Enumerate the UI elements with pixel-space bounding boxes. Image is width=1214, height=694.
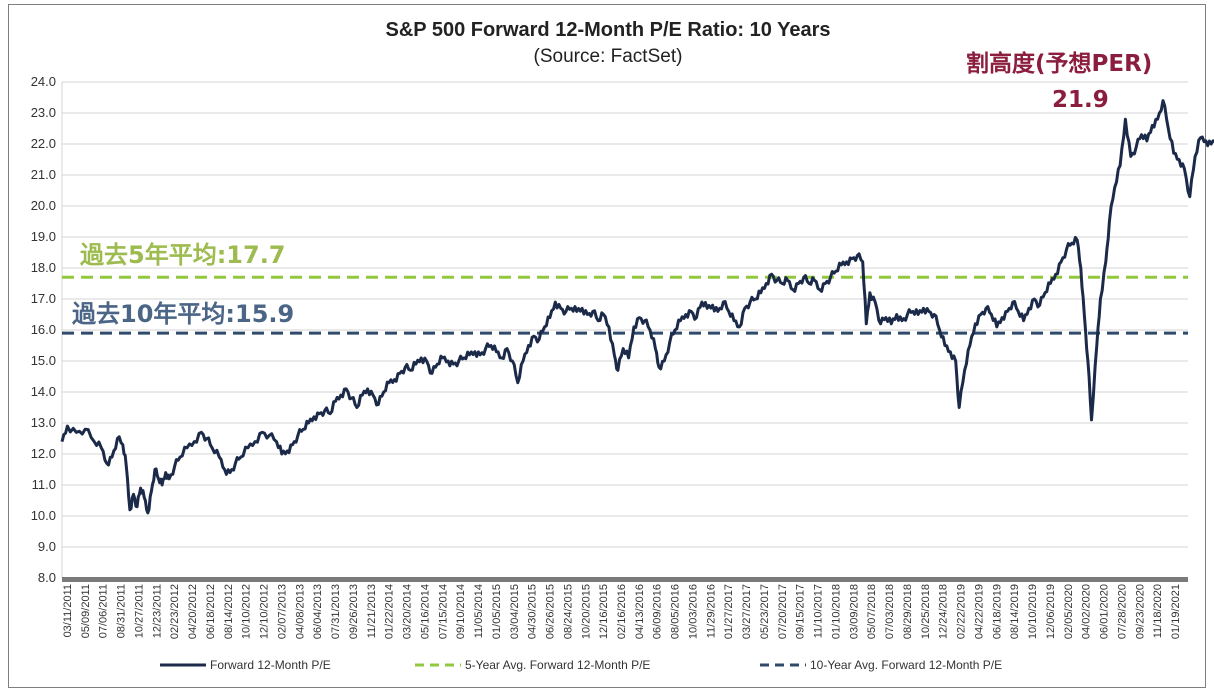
x-tick-label: 07/20/2017 <box>777 584 789 639</box>
x-tick-label: 11/18/2020 <box>1152 584 1164 638</box>
x-tick-label: 07/03/2018 <box>884 584 896 639</box>
x-tick-label: 03/27/2017 <box>741 584 753 639</box>
x-axis-ticks: 03/11/2011 05/09/2011 07/06/2011 08/31/2011… <box>62 584 1182 639</box>
y-tick-label: 21.0 <box>31 167 56 182</box>
x-tick-label: 07/06/2011 <box>98 584 110 638</box>
x-tick-label: 05/16/2014 <box>419 584 431 639</box>
y-tick-label: 18.0 <box>31 260 56 275</box>
x-tick-label: 02/05/2020 <box>1063 584 1075 639</box>
x-tick-label: 06/09/2016 <box>652 584 664 639</box>
y-tick-label: 20.0 <box>31 198 56 213</box>
x-tick-label: 04/22/2019 <box>973 584 985 639</box>
x-tick-label: 12/24/2018 <box>938 584 950 639</box>
x-tick-label: 09/15/2017 <box>795 584 807 639</box>
y-tick-label: 13.0 <box>31 415 56 430</box>
x-axis-line <box>62 577 1188 582</box>
y-tick-label: 24.0 <box>31 74 56 89</box>
x-tick-label: 03/20/2014 <box>402 584 414 639</box>
y-tick-label: 14.0 <box>31 384 56 399</box>
x-tick-label: 01/10/2018 <box>830 584 842 639</box>
forward-pe-series-line <box>60 99 1214 515</box>
valuation-annotation-title: 割高度(予想PER) <box>966 50 1152 77</box>
x-tick-label: 02/16/2016 <box>616 584 628 639</box>
x-tick-label: 04/08/2013 <box>294 584 306 639</box>
x-tick-label: 01/19/2021 <box>1170 584 1182 639</box>
x-tick-label: 03/11/2011 <box>62 584 74 637</box>
legend-label-ten-year-avg: 10-Year Avg. Forward 12-Month P/E <box>810 658 1002 672</box>
x-tick-label: 10/20/2015 <box>580 584 592 639</box>
ten-year-average-annotation: 過去10年平均:15.9 <box>72 300 294 328</box>
x-tick-label: 07/28/2020 <box>1116 584 1128 639</box>
x-tick-label: 04/20/2012 <box>187 584 199 639</box>
y-tick-label: 9.0 <box>38 539 56 554</box>
x-tick-label: 08/29/2018 <box>902 584 914 639</box>
five-year-average-annotation: 過去5年平均:17.7 <box>80 241 286 269</box>
y-tick-label: 10.0 <box>31 508 56 523</box>
x-tick-label: 02/22/2019 <box>956 584 968 639</box>
x-tick-label: 07/31/2013 <box>330 584 342 639</box>
x-tick-label: 01/22/2014 <box>384 584 396 639</box>
chart-subtitle: (Source: FactSet) <box>534 46 683 67</box>
x-tick-label: 05/07/2018 <box>866 584 878 639</box>
x-tick-label: 11/21/2013 <box>366 584 378 638</box>
x-tick-label: 12/23/2011 <box>151 584 163 638</box>
y-tick-label: 22.0 <box>31 136 56 151</box>
legend-label-forward-pe: Forward 12-Month P/E <box>210 658 331 672</box>
y-tick-label: 8.0 <box>38 570 56 585</box>
x-tick-label: 08/24/2015 <box>562 584 574 639</box>
legend-label-five-year-avg: 5-Year Avg. Forward 12-Month P/E <box>465 658 650 672</box>
x-tick-label: 04/30/2015 <box>527 584 539 639</box>
x-tick-label: 08/05/2016 <box>670 584 682 639</box>
x-tick-label: 08/31/2011 <box>116 584 128 638</box>
x-tick-label: 11/05/2014 <box>473 584 485 638</box>
x-tick-label: 10/27/2011 <box>133 584 145 638</box>
x-tick-label: 03/04/2015 <box>509 584 521 639</box>
x-tick-label: 10/25/2018 <box>920 584 932 639</box>
x-tick-label: 12/06/2019 <box>1045 584 1057 639</box>
y-tick-label: 17.0 <box>31 291 56 306</box>
x-tick-label: 12/16/2015 <box>598 584 610 639</box>
x-tick-label: 06/18/2012 <box>205 584 217 639</box>
x-tick-label: 06/26/2015 <box>545 584 557 639</box>
x-tick-label: 10/03/2016 <box>687 584 699 639</box>
x-tick-label: 02/23/2012 <box>169 584 181 639</box>
valuation-annotation-value: 21.9 <box>1052 87 1109 113</box>
gridlines <box>61 81 1188 578</box>
x-tick-label: 06/01/2020 <box>1099 584 1111 639</box>
y-tick-label: 11.0 <box>32 477 56 492</box>
x-tick-label: 01/05/2015 <box>491 584 503 639</box>
y-tick-label: 23.0 <box>31 105 56 120</box>
x-tick-label: 11/29/2016 <box>705 584 717 638</box>
legend: Forward 12-Month P/E 5-Year Avg. Forward… <box>160 658 1002 672</box>
x-tick-label: 12/10/2012 <box>259 584 271 639</box>
x-tick-label: 10/10/2012 <box>241 584 253 639</box>
x-tick-label: 06/18/2019 <box>991 584 1003 639</box>
x-tick-label: 10/10/2019 <box>1027 584 1039 639</box>
x-tick-label: 08/14/2012 <box>223 584 235 639</box>
y-tick-label: 16.0 <box>31 322 56 337</box>
x-tick-label: 02/07/2013 <box>276 584 288 639</box>
x-tick-label: 06/04/2013 <box>312 584 324 639</box>
x-tick-label: 01/27/2017 <box>723 584 735 639</box>
x-tick-label: 09/10/2014 <box>455 584 467 639</box>
y-axis-ticks: 24.0 23.0 22.0 21.0 20.0 19.0 18.0 17.0 16.0 15.0… <box>31 74 56 585</box>
x-tick-label: 04/02/2020 <box>1081 584 1093 639</box>
y-tick-label: 12.0 <box>31 446 56 461</box>
x-tick-label: 07/15/2014 <box>437 584 449 639</box>
chart-title: S&P 500 Forward 12-Month P/E Ratio: 10 Y… <box>386 19 831 41</box>
x-tick-label: 05/09/2011 <box>80 584 92 638</box>
x-tick-label: 09/26/2013 <box>348 584 360 639</box>
x-tick-label: 04/13/2016 <box>634 584 646 639</box>
x-tick-label: 05/23/2017 <box>759 584 771 639</box>
x-tick-label: 08/14/2019 <box>1009 584 1021 639</box>
x-tick-label: 09/23/2020 <box>1134 584 1146 639</box>
y-tick-label: 19.0 <box>31 229 56 244</box>
x-tick-label: 11/10/2017 <box>813 584 825 638</box>
chart-frame <box>8 4 1206 688</box>
y-tick-label: 15.0 <box>31 353 56 368</box>
x-tick-label: 03/09/2018 <box>848 584 860 639</box>
